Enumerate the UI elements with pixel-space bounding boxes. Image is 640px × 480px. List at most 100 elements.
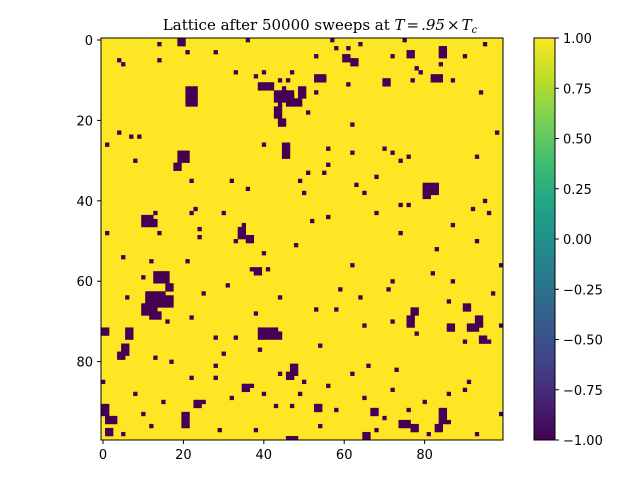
heatmap-cell-minus-one (121, 347, 126, 352)
heatmap-cell-minus-one (161, 291, 166, 296)
heatmap-cell-minus-one (193, 94, 198, 99)
heatmap-cell-minus-one (470, 327, 476, 332)
heatmap-cell-minus-one (141, 275, 146, 280)
colorbar-tick-label: 1.00 (563, 32, 592, 47)
heatmap-cell-minus-one (281, 122, 287, 127)
heatmap-cell-minus-one (177, 42, 182, 47)
heatmap-cell-minus-one (101, 407, 106, 413)
heatmap-cell-minus-one (466, 327, 472, 332)
heatmap-cell-minus-one (438, 54, 443, 59)
heatmap-cell-minus-one (277, 90, 283, 95)
heatmap-cell-minus-one (161, 275, 166, 280)
heatmap-cell-minus-one (193, 102, 198, 107)
heatmap-cell-minus-one (386, 82, 391, 87)
heatmap-cell-minus-one (398, 423, 403, 429)
heatmap-cell-minus-one (241, 234, 247, 240)
heatmap-cell-minus-one (414, 307, 419, 312)
heatmap-cell-minus-one (257, 347, 263, 352)
heatmap-cell-minus-one (402, 419, 407, 425)
heatmap-cell-minus-one (113, 415, 118, 421)
heatmap-cell-minus-one (306, 170, 311, 175)
heatmap-cell-minus-one (261, 335, 267, 340)
heatmap-cell-minus-one (269, 335, 275, 340)
x-tick-label: 0 (99, 448, 107, 463)
heatmap-cell-minus-one (350, 263, 355, 268)
heatmap-cell-minus-one (318, 78, 323, 83)
heatmap-cell-minus-one (181, 423, 186, 429)
heatmap-cell-minus-one (153, 307, 158, 312)
heatmap-cell-minus-one (157, 295, 162, 300)
heatmap-cell-minus-one (149, 291, 154, 296)
heatmap-cell-minus-one (153, 303, 158, 308)
heatmap-cell-minus-one (482, 339, 488, 344)
heatmap-cell-minus-one (241, 222, 247, 228)
heatmap-cell-minus-one (153, 218, 158, 224)
heatmap-cell-minus-one (145, 291, 150, 296)
heatmap-cell-minus-one (281, 94, 287, 99)
heatmap-cell-minus-one (241, 383, 247, 389)
heatmap-cell-minus-one (193, 403, 198, 409)
heatmap-cell-minus-one (494, 130, 500, 135)
heatmap-cell-minus-one (165, 275, 170, 280)
heatmap-cell-minus-one (185, 94, 190, 99)
heatmap-cell-minus-one (153, 210, 158, 216)
heatmap-cell-minus-one (245, 383, 251, 389)
heatmap-cell-minus-one (478, 335, 484, 340)
heatmap-cell-minus-one (326, 146, 331, 151)
heatmap-cell-minus-one (105, 431, 110, 437)
heatmap-cell-minus-one (354, 58, 359, 63)
heatmap-cell-minus-one (297, 98, 303, 103)
heatmap-cell-minus-one (310, 218, 315, 224)
heatmap-cell-minus-one (482, 198, 488, 204)
heatmap-cell-minus-one (181, 42, 186, 47)
heatmap-cell-minus-one (406, 50, 411, 55)
heatmap-cell-minus-one (169, 283, 174, 288)
heatmap-cell-minus-one (362, 323, 367, 328)
heatmap-cell-minus-one (285, 435, 291, 441)
heatmap-cell-minus-one (273, 403, 279, 409)
heatmap-cell-minus-one (293, 367, 299, 372)
heatmap-cell-minus-one (478, 319, 484, 324)
heatmap-cell-minus-one (466, 379, 472, 385)
heatmap-cell-minus-one (450, 327, 456, 332)
heatmap-cell-minus-one (406, 315, 411, 320)
heatmap-cell-minus-one (486, 339, 492, 344)
heatmap-cell-minus-one (181, 154, 186, 159)
heatmap-cell-minus-one (241, 230, 247, 236)
heatmap-cell-minus-one (438, 415, 443, 421)
heatmap-cell-minus-one (390, 150, 395, 155)
colorbar-tick-label: 0.75 (563, 82, 592, 97)
heatmap-cell-minus-one (165, 299, 170, 304)
heatmap-cell-minus-one (462, 54, 468, 59)
heatmap-cell-minus-one (189, 102, 194, 107)
heatmap-cell-minus-one (181, 38, 186, 43)
heatmap-cell-minus-one (474, 431, 480, 437)
heatmap-cell-minus-one (245, 234, 251, 240)
heatmap-cell-minus-one (426, 182, 431, 188)
heatmap-cell-minus-one (109, 419, 114, 425)
heatmap-cell-minus-one (442, 407, 448, 413)
heatmap-cell-minus-one (289, 102, 295, 107)
heatmap-cell-minus-one (293, 102, 299, 107)
y-tick-label: 20 (76, 114, 93, 129)
heatmap-cell-minus-one (165, 295, 170, 300)
heatmap-cell-minus-one (197, 403, 202, 409)
heatmap-cell-minus-one (177, 162, 182, 167)
heatmap-cell-minus-one (374, 427, 379, 433)
heatmap-cell-minus-one (201, 291, 206, 296)
heatmap-cell-minus-one (141, 218, 146, 224)
heatmap-cell-minus-one (193, 98, 198, 103)
heatmap-cell-minus-one (121, 343, 126, 348)
heatmap-cell-minus-one (293, 98, 299, 103)
heatmap-cell-minus-one (281, 90, 287, 95)
heatmap-cell-minus-one (245, 38, 251, 43)
heatmap-cell-minus-one (149, 299, 154, 304)
heatmap-cell-minus-one (285, 90, 291, 95)
heatmap-cell-minus-one (398, 202, 403, 208)
heatmap-cell-minus-one (474, 327, 480, 332)
heatmap-cell-minus-one (466, 323, 472, 328)
heatmap-cell-minus-one (161, 303, 166, 308)
heatmap-cell-minus-one (285, 78, 291, 83)
heatmap-cell-minus-one (406, 407, 411, 413)
heatmap-cell-minus-one (285, 375, 291, 380)
